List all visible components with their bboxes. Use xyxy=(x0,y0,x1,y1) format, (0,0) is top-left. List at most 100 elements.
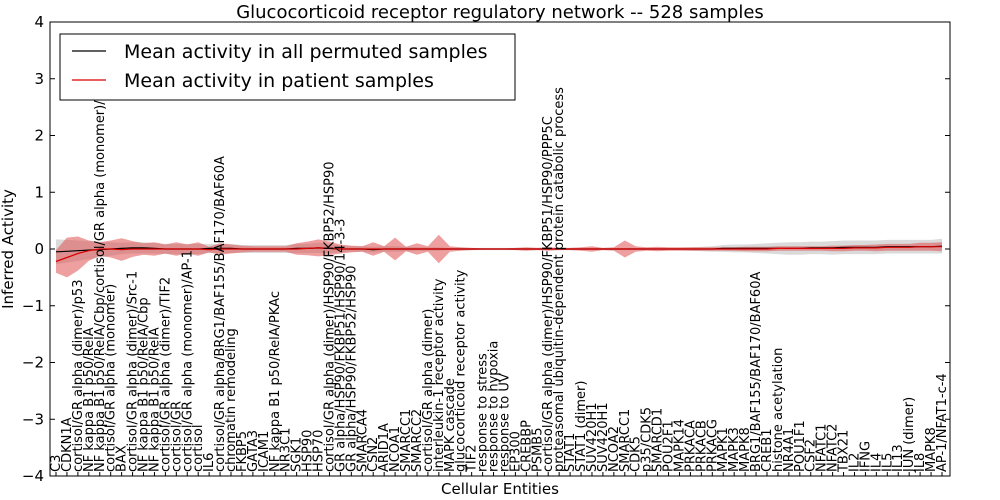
y-tick-layer: 4 3 2 1 0 −1 −2 −3 −4 xyxy=(22,13,950,485)
x-category-label: cortisol/GR alpha (monomer) xyxy=(104,284,119,472)
x-category-label: NFATC2 xyxy=(826,424,841,472)
x-category-label: MAPK8 xyxy=(924,427,939,472)
x-category-label: cortisol/GR alpha (dimer)/p53 xyxy=(71,280,86,472)
x-category-label: cortisol xyxy=(191,425,206,473)
x-category-label: STAT1 xyxy=(563,433,578,472)
x-category-label: SUV420H1 xyxy=(585,402,600,472)
x-category-label: EP300 xyxy=(508,431,523,472)
x-category-label: GATA3 xyxy=(246,430,261,472)
x-category-label: SMARCA4 xyxy=(355,409,370,472)
x-category-label: ICAM1 xyxy=(257,431,272,472)
x-category-label: p35/CDK5 xyxy=(640,407,655,472)
y-tick-label: 1 xyxy=(34,183,44,201)
x-category-label: CDK5 xyxy=(629,436,644,472)
legend-label-patient: Mean activity in patient samples xyxy=(124,70,434,92)
x-category-label: IL4 xyxy=(869,453,884,472)
y-tick-label: −1 xyxy=(22,297,44,315)
x-category-label: SMARCC1 xyxy=(399,409,414,472)
x-category-label: CSF2 xyxy=(804,439,819,472)
legend: Mean activity in all permuted samples Me… xyxy=(59,33,516,101)
band-layer xyxy=(56,234,942,278)
x-category-label: SGK1 xyxy=(290,437,305,472)
x-category-label: IFNG xyxy=(858,441,873,472)
x-category-label: glucocorticoid receptor activity xyxy=(454,269,469,472)
y-tick-label: −4 xyxy=(22,467,44,485)
permuted-sd-band xyxy=(56,238,942,265)
x-category-label: interleukin-1 receptor activity xyxy=(432,278,447,472)
x-category-label: C3 xyxy=(49,455,64,472)
x-category-label: NCOA2 xyxy=(607,426,622,472)
x-category-label: response to stress xyxy=(476,353,491,472)
x-category-label: cortisol/GR alpha (dimer)/HSP90/FKBP51/H… xyxy=(541,116,556,472)
x-category-label: PRKACA xyxy=(683,420,698,472)
x-category-label: NF kappa B1 p50/RelA xyxy=(147,327,162,472)
x-category-label: MAPK1 xyxy=(716,427,731,472)
x-category-label: ARID1A xyxy=(377,423,392,472)
x-category-label: cortisol/GR alpha (monomer)/AP-1 xyxy=(180,250,195,472)
x-category-label: MAPK cascade xyxy=(443,378,458,472)
x-category-label: NR3C1 xyxy=(279,428,294,472)
x-category-label: IL6 xyxy=(202,453,217,472)
x-category-label: MAPK14 xyxy=(672,419,687,472)
x-category-label: response to UV xyxy=(497,373,512,472)
x-category-label: HSP70 xyxy=(312,430,327,472)
x-category-label: AP-1/NFAT1-c-4 xyxy=(935,373,950,472)
y-tick-label: 4 xyxy=(34,13,44,31)
x-category-label: IL5 xyxy=(880,453,895,472)
x-category-label: IL8 xyxy=(913,453,928,472)
x-category-label: CSN2 xyxy=(366,437,381,472)
line-layer xyxy=(55,245,943,263)
y-axis-label: Inferred Activity xyxy=(0,189,17,309)
x-category-label: PRKACG xyxy=(705,419,720,472)
x-category-label: POU1F1 xyxy=(793,420,808,472)
y-tick-label: −3 xyxy=(22,410,44,428)
x-category-label: FKBP5 xyxy=(235,431,250,472)
x-category-label: cortisol/GR alpha (dimer)/Src-1 xyxy=(126,271,141,472)
x-category-label: NFATC1 xyxy=(815,424,830,472)
x-category-label: cortisol/GR xyxy=(169,401,184,472)
x-category-label: proteasomal ubiquitin-dependent protein … xyxy=(552,87,567,472)
x-category-label: MAPK3 xyxy=(727,427,742,472)
x-category-label: response to hypoxia xyxy=(487,341,502,472)
x-category-label: SMARCD1 xyxy=(651,408,666,472)
x-category-label: CDKN1A xyxy=(60,417,75,472)
y-tick-label: 2 xyxy=(34,127,44,145)
x-category-label: JUN (dimer) xyxy=(902,397,917,473)
x-category-label: cortisol/GR alpha (dimer) xyxy=(421,309,436,472)
y-tick-label: 3 xyxy=(34,70,44,88)
x-category-label: BRG1/BAF155/BAF170/BAF60A xyxy=(749,272,764,472)
y-tick-label: 0 xyxy=(34,240,44,258)
x-category-label: NF kappa B1 p50/RelA/Cbp/cortisol/GR alp… xyxy=(93,71,108,472)
x-category-label: SUV420H1 xyxy=(596,402,611,472)
x-category-label: SMARCC1 xyxy=(618,409,633,472)
x-category-label: TBX21 xyxy=(837,430,852,473)
x-category-label: POU2F1 xyxy=(662,420,677,472)
x-category-label: NR4A1 xyxy=(782,428,797,472)
chart-title: Glucocorticoid receptor regulatory netwo… xyxy=(236,2,764,23)
x-category-label: CREBBP xyxy=(519,420,534,472)
x-category-label: NCOA1 xyxy=(388,426,403,472)
x-axis-label: Cellular Entities xyxy=(441,480,559,498)
x-category-label: histone acetylation xyxy=(771,348,786,472)
y-tick-label: −2 xyxy=(22,354,44,372)
x-category-label: TIF2 xyxy=(465,444,480,473)
x-category-label: PSMB5 xyxy=(530,428,545,473)
x-category-label: IL2 xyxy=(847,453,862,472)
x-category-label: HSP90 xyxy=(301,430,316,472)
x-category-label: MAPK8 xyxy=(738,427,753,472)
series-line-patient xyxy=(55,246,942,263)
x-category-label: cortisol/GR alpha (dimer)/TIF2 xyxy=(158,277,173,472)
x-category-label: NF kappa B1 p50/RelA/PKAc xyxy=(268,291,283,472)
x-category-label: PRKACB xyxy=(694,420,709,472)
x-category-label: BAX xyxy=(115,445,130,472)
x-category-label: SMARCC2 xyxy=(410,409,425,472)
x-category-label: NF kappa B1 p50/RelA xyxy=(82,327,97,472)
x-category-label: cortisol/GR alpha (dimer)/HSP90/FKBP52/H… xyxy=(322,161,337,472)
x-category-label: CREB1 xyxy=(760,428,775,472)
x-category-label: IL13 xyxy=(891,444,906,472)
x-category-label: GR alpha/HSP90/FKBP52/HSP90 xyxy=(344,265,359,472)
x-category-label: NF kappa B1 p50/RelA/Cbp xyxy=(137,297,152,472)
legend-box xyxy=(59,33,516,101)
